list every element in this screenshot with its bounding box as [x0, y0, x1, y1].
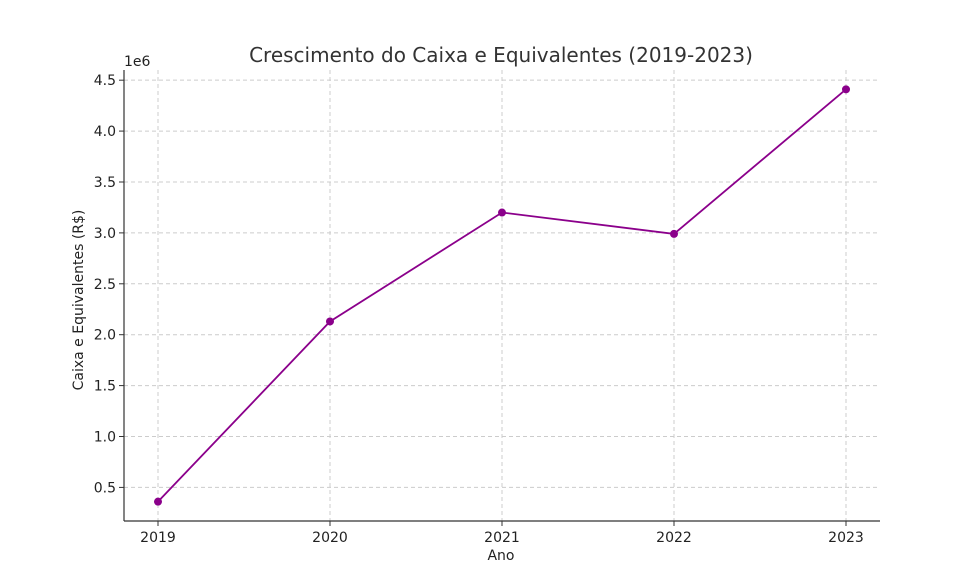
data-point — [326, 317, 334, 326]
x-tick-label: 2020 — [312, 530, 348, 546]
y-tick-label: 0.5 — [94, 480, 116, 496]
y-tick-label: 4.5 — [94, 73, 116, 89]
grid — [124, 70, 880, 521]
y-axis-label: Caixa e Equivalentes (R$) — [71, 210, 87, 391]
x-tick-label: 2021 — [484, 530, 520, 546]
axes — [123, 70, 880, 522]
x-tick-label: 2023 — [828, 530, 864, 546]
x-tick-label: 2019 — [140, 530, 176, 546]
data-point — [154, 497, 162, 506]
y-tick-label: 4.0 — [94, 124, 116, 140]
y-tick-label: 2.5 — [94, 277, 116, 293]
y-tick-label: 1.5 — [94, 379, 116, 395]
y-tick-label: 1.0 — [94, 430, 116, 446]
y-offset-label: 1e6 — [124, 54, 151, 70]
y-tick-label: 3.5 — [94, 175, 116, 191]
data-point — [670, 229, 678, 238]
ticks: 2019 2020 2021 2022 2023 0.5 1.0 1.5 2.0 2.5 3.0 3.… — [94, 73, 864, 546]
series — [154, 85, 850, 506]
data-point — [498, 208, 506, 217]
x-tick-label: 2022 — [656, 530, 692, 546]
y-tick-label: 2.0 — [94, 328, 116, 344]
data-point — [842, 85, 850, 94]
x-axis-label: Ano — [487, 548, 514, 564]
y-tick-label: 3.0 — [94, 226, 116, 242]
chart-title: Crescimento do Caixa e Equivalentes (201… — [249, 43, 753, 67]
